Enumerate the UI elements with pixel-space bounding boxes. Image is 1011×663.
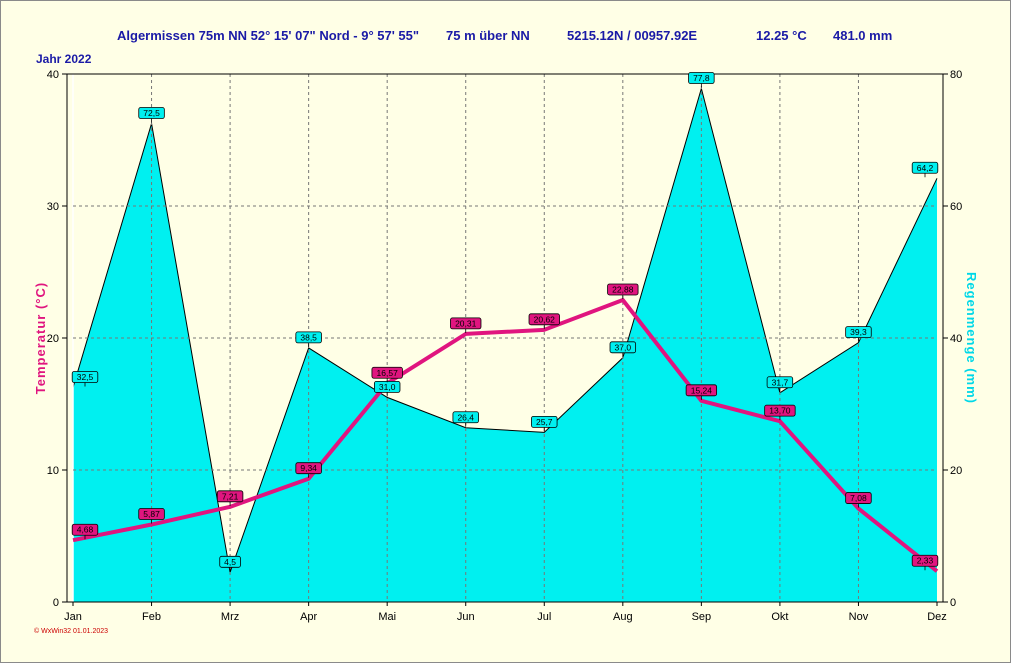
y2-tick-label: 40 [950, 333, 962, 345]
precipitation-data-label: 32,5 [77, 372, 94, 382]
temperature-line [72, 297, 939, 573]
precipitation-data-label: 77,8 [693, 73, 710, 83]
precipitation-data-label: 26,4 [457, 412, 474, 422]
precipitation-data-label-box [766, 376, 794, 389]
axis-layer: 0 10 20 30 40 0 20 40 60 80 Jan Feb Mrz Apr Mai Jun Jul A… [47, 69, 963, 623]
elevation-label: 75 m über NN [446, 28, 530, 43]
temperature-data-label: 5,87 [143, 509, 160, 519]
precipitation-data-label: 72,5 [143, 108, 160, 118]
x-tick-label: Apr [300, 611, 317, 623]
precipitation-data-label-box [71, 371, 99, 383]
y-axis-label: Temperatur (°C) [33, 282, 48, 394]
y2-axis-label: Regenmenge (mm) [964, 272, 979, 404]
x-tick-label: Okt [771, 611, 788, 623]
x-tick-label: Sep [692, 611, 712, 623]
temperature-data-label: 16,57 [377, 368, 399, 378]
temperature-data-label-box [764, 404, 796, 417]
precipitation-data-label: 64,2 [917, 163, 934, 173]
precipitation-data-label-box [845, 326, 872, 339]
y2-tick-label: 0 [950, 597, 956, 609]
precipitation-area [73, 88, 937, 602]
temperature-data-label-box [845, 492, 872, 504]
temperature-data-label: 13,70 [769, 406, 791, 416]
precipitation-data-label: 25,7 [536, 417, 553, 427]
x-tick-label: Dez [927, 611, 947, 623]
temperature-data-label: 7,21 [222, 491, 239, 501]
data-label-layer: 32,5 72,5 4,5 38,5 31,0 26,4 25,7 37,0 77,8 31,7 3… [71, 72, 939, 572]
x-tick-label: Aug [613, 611, 633, 623]
credit-label: © WxWin32 01.01.2023 [34, 628, 109, 635]
precipitation-data-label-box [295, 331, 322, 344]
x-tick-label: Nov [849, 611, 869, 623]
y2-tick-label: 20 [950, 465, 962, 477]
y-tick-label: 10 [47, 465, 59, 477]
x-tick-label: Mrz [221, 611, 239, 623]
temperature-data-label-box [71, 523, 99, 536]
precipitation-data-label: 4,5 [224, 557, 236, 567]
y-tick-label: 40 [47, 69, 59, 81]
temperature-data-label-box [216, 490, 244, 503]
temperature-data-label-box [685, 384, 718, 397]
temperature-data-label-box [295, 462, 322, 475]
temperature-data-label: 7,08 [850, 493, 867, 503]
station-title: Algermissen 75m NN 52° 15' 07" Nord - 9°… [117, 28, 420, 43]
temperature-data-label: 20,62 [534, 314, 556, 324]
y-tick-label: 0 [53, 597, 59, 609]
temperature-data-label: 2,33 [917, 556, 934, 566]
y2-tick-label: 80 [950, 69, 962, 81]
coordinates-label: 5215.12N / 00957.92E [567, 28, 698, 43]
temperature-data-label: 4,68 [77, 525, 94, 535]
precipitation-data-label: 31,0 [379, 382, 396, 392]
temperature-data-label-box [450, 317, 482, 330]
precipitation-data-label: 38,5 [300, 332, 317, 342]
temperature-data-label-box [138, 508, 165, 520]
precipitation-data-label: 37,0 [615, 342, 632, 352]
temperature-data-label-box [911, 554, 939, 567]
x-tick-label: Jan [64, 611, 82, 623]
precipitation-data-label-box [609, 341, 637, 354]
precipitation-data-label-box [138, 107, 165, 119]
temperature-line-layer [72, 297, 939, 573]
y-tick-label: 20 [47, 333, 59, 345]
x-tick-label: Jul [537, 611, 551, 623]
y-tick-label: 30 [47, 201, 59, 213]
y2-tick-label: 60 [950, 201, 962, 213]
year-label: Jahr 2022 [36, 52, 92, 66]
precipitation-data-label: 39,3 [850, 327, 867, 337]
temperature-data-label: 22,88 [612, 284, 634, 294]
x-tick-label: Mai [378, 611, 396, 623]
temperature-data-label-box [371, 366, 403, 379]
precipitation-data-label-box [688, 72, 715, 84]
mean-temperature-label: 12.25 °C [756, 28, 807, 43]
temperature-data-label: 20,31 [455, 318, 477, 328]
temperature-data-label: 15,24 [691, 385, 713, 395]
x-tick-label: Jun [457, 611, 475, 623]
precipitation-data-label: 31,7 [772, 377, 789, 387]
precipitation-data-label-box [219, 555, 241, 568]
temperature-data-label-box [607, 283, 639, 296]
precipitation-data-label-box [911, 161, 939, 174]
precipitation-data-label-box [452, 411, 479, 424]
total-precipitation-label: 481.0 mm [833, 28, 893, 43]
temperature-data-label-box [528, 313, 560, 326]
precipitation-data-label-box [531, 415, 558, 428]
temperature-data-label: 9,34 [300, 463, 317, 473]
x-tick-label: Feb [142, 611, 161, 623]
